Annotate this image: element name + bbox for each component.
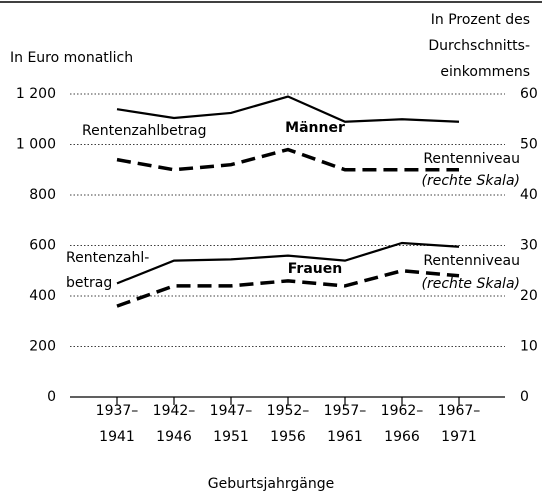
series-note: (rechte Skala)	[422, 276, 520, 292]
x-tick-label: 1947– 1951	[210, 403, 253, 445]
line	[116, 95, 460, 123]
series-note: (rechte Skala)	[422, 173, 520, 189]
x-tick-label: 1962– 1966	[381, 403, 424, 445]
y2-tick-label: 40	[520, 187, 538, 203]
series-label: Rentenniveau	[423, 151, 520, 167]
x-tick-label: 1937– 1941	[96, 403, 139, 445]
y-tick-label: 800	[29, 187, 56, 203]
y-tick-label: 1 000	[16, 137, 56, 153]
x-tick-label: 1957– 1961	[324, 403, 367, 445]
y2-tick-label: 0	[520, 389, 529, 405]
y-tick-label: 0	[47, 389, 56, 405]
y-tick-label: 600	[29, 238, 56, 254]
y2-tick-label: 10	[520, 339, 538, 355]
x-tick-label: 1942– 1946	[153, 403, 196, 445]
line	[116, 241, 460, 285]
x-tick-label: 1952– 1956	[267, 403, 310, 445]
y2-axis-label: In Prozent des Durchschnitts-einkommens	[428, 12, 530, 80]
x-tick-label: 1967– 1971	[438, 403, 481, 445]
y-tick-label: 1 200	[16, 86, 56, 102]
x-axis-label: Geburtsjahrgänge	[208, 476, 334, 492]
dashed-line	[116, 268, 460, 308]
dashed-line	[116, 147, 459, 172]
y2-tick-label: 50	[520, 137, 538, 153]
y-axis-label: In Euro monatlich	[10, 50, 133, 66]
y2-tick-label: 20	[520, 288, 538, 304]
series-label: Rentenzahl-betrag	[66, 250, 149, 291]
group-label: Frauen	[288, 261, 342, 277]
y2-tick-label: 30	[520, 238, 538, 254]
y-tick-label: 400	[29, 288, 56, 304]
y-tick-label: 200	[29, 339, 56, 355]
series-label: Rentenzahlbetrag	[82, 123, 206, 139]
y2-tick-label: 60	[520, 86, 538, 102]
series-label: Rentenniveau	[423, 253, 520, 269]
group-label: Männer	[285, 120, 345, 136]
